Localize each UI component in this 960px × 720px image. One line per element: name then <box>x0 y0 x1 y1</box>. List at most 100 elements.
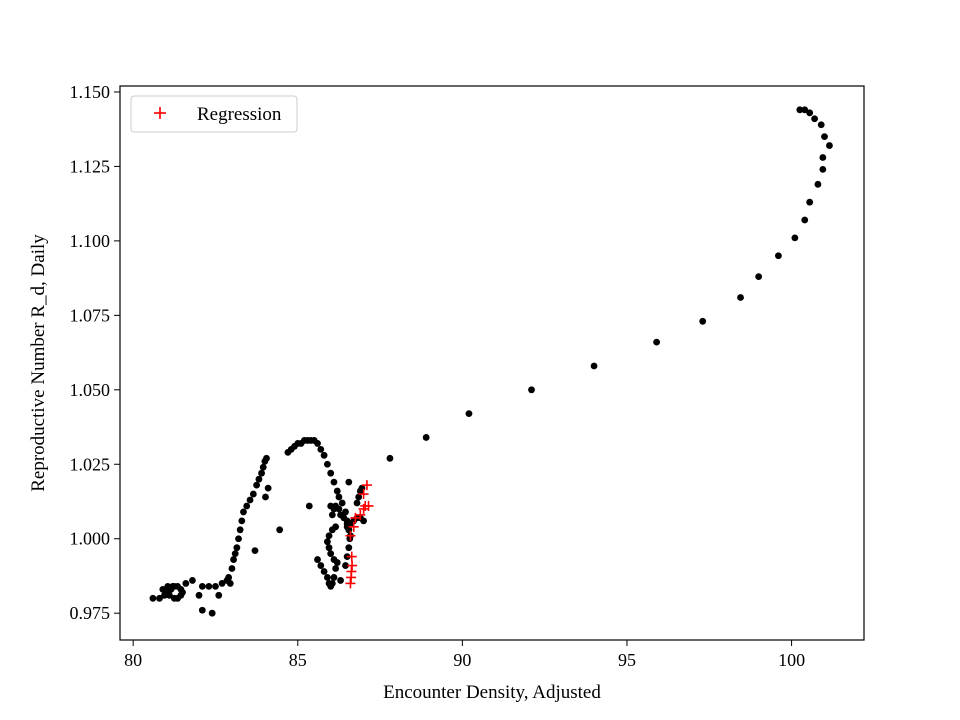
observed-point <box>323 460 331 468</box>
observed-point <box>259 463 267 471</box>
observed-point <box>246 496 254 504</box>
observed-point <box>262 493 269 501</box>
observed-point <box>238 517 246 525</box>
observed-point <box>189 577 196 584</box>
x-tick-label: 95 <box>618 650 636 670</box>
observed-point <box>205 582 213 590</box>
y-tick-label: 1.075 <box>70 305 111 325</box>
x-axis-ticks: 80 85 90 95 100 <box>124 640 805 670</box>
observed-point <box>325 532 333 540</box>
observed-point <box>236 526 244 534</box>
observed-point <box>653 338 661 346</box>
observed-point <box>169 582 177 590</box>
x-tick-label: 90 <box>453 650 471 670</box>
observed-point <box>253 481 261 489</box>
observed-point <box>198 582 206 590</box>
observed-point <box>737 294 744 301</box>
regression-point <box>358 489 369 500</box>
regression-point <box>345 530 356 541</box>
legend-plus-marker <box>154 107 166 119</box>
observed-point <box>164 582 172 590</box>
observed-point <box>332 565 340 572</box>
observed-point <box>325 544 333 552</box>
observed-point <box>801 216 809 224</box>
y-tick-label: 1.100 <box>70 231 111 251</box>
observed-point <box>330 478 338 486</box>
observed-point <box>233 544 241 552</box>
observed-point <box>337 577 344 584</box>
observed-point <box>317 445 325 453</box>
observed-point <box>208 609 216 617</box>
observed-point <box>801 106 809 114</box>
observed-point <box>814 180 822 188</box>
observed-point <box>528 386 535 394</box>
observed-point <box>323 574 331 581</box>
legend: Regression <box>130 95 298 133</box>
y-axis-label: Reproductive Number R_d, Daily <box>28 234 49 492</box>
observed-point <box>327 469 335 477</box>
observed-point <box>819 165 827 173</box>
observed-point <box>817 121 825 129</box>
observed-point <box>340 514 348 522</box>
observed-point <box>338 499 346 507</box>
observed-point <box>320 568 328 575</box>
regression-point <box>355 509 366 520</box>
observed-point <box>251 547 259 555</box>
observed-point <box>314 440 321 447</box>
observed-point <box>243 502 251 510</box>
observed-point <box>590 362 598 370</box>
observed-point <box>386 454 394 462</box>
observed-point <box>353 499 361 507</box>
observed-point <box>342 562 349 569</box>
y-tick-label: 1.125 <box>70 156 111 176</box>
observed-point <box>699 317 707 325</box>
observed-point <box>342 508 349 516</box>
observed-point <box>305 502 313 510</box>
y-tick-label: 1.025 <box>70 454 111 474</box>
observed-point <box>330 574 338 581</box>
observed-point <box>198 606 206 614</box>
observed-point <box>796 106 804 114</box>
observed-point <box>355 493 363 501</box>
observed-point <box>806 109 814 117</box>
observed-point <box>263 454 270 462</box>
y-tick-label: 1.000 <box>70 529 111 549</box>
observed-point <box>317 562 325 569</box>
observed-point <box>264 484 272 492</box>
observed-point <box>235 535 242 543</box>
observed-point <box>320 451 328 459</box>
observed-point <box>327 550 335 558</box>
observed-point <box>314 556 321 563</box>
data-points <box>149 106 833 617</box>
observed-point <box>335 493 343 501</box>
plot-frame <box>119 85 865 641</box>
observed-point <box>230 556 237 563</box>
observed-point <box>821 133 828 141</box>
regression-point <box>347 560 358 571</box>
observed-point <box>225 574 233 581</box>
observed-point <box>159 585 167 593</box>
observed-point <box>149 594 157 602</box>
observed-point <box>775 252 782 260</box>
x-tick-label: 85 <box>289 650 307 670</box>
observed-point <box>255 475 263 483</box>
observed-point <box>332 523 340 531</box>
observed-point <box>333 559 341 566</box>
observed-point <box>195 591 203 599</box>
observed-point <box>328 580 336 587</box>
observed-point <box>345 544 353 552</box>
regression-point <box>361 480 372 491</box>
y-axis-ticks: 0.975 1.000 1.025 1.050 1.075 1.100 1.125 1.150 <box>70 82 120 623</box>
observed-point <box>335 505 343 513</box>
observed-point <box>170 594 178 602</box>
x-tick-label: 80 <box>124 650 142 670</box>
observed-point <box>826 142 833 149</box>
observed-point <box>240 508 247 516</box>
y-tick-label: 0.975 <box>70 603 111 623</box>
observed-point <box>228 565 236 572</box>
x-tick-label: 100 <box>778 650 805 670</box>
observed-point <box>345 478 353 486</box>
regression-point <box>346 551 357 562</box>
observed-point <box>755 273 763 281</box>
observed-point <box>360 517 368 525</box>
